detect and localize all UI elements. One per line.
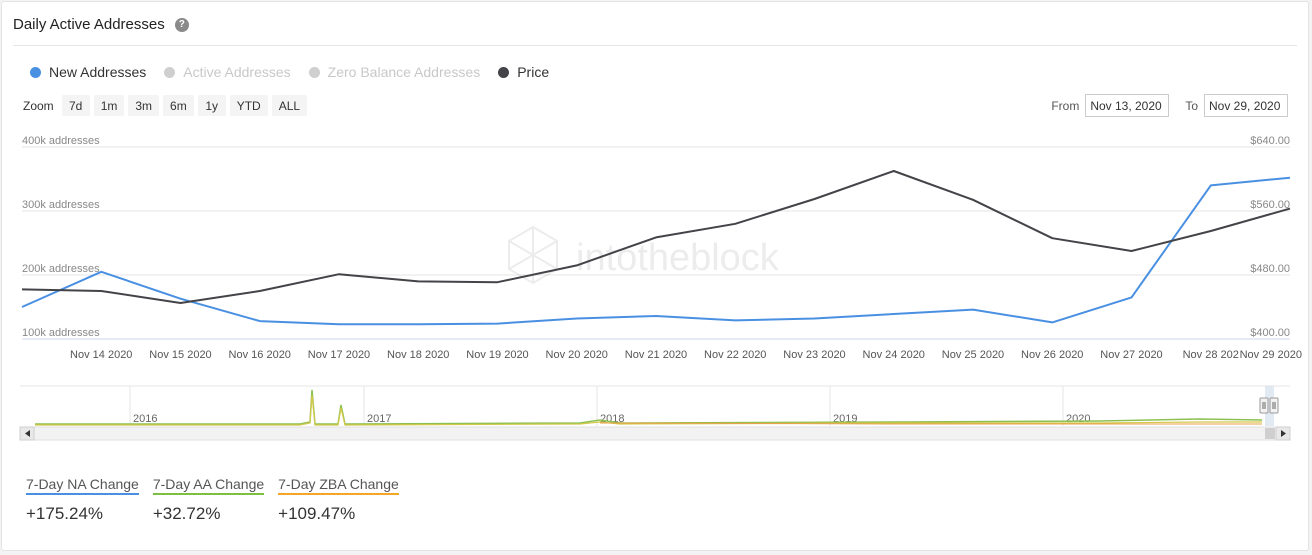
legend-dot-zero-balance-addresses <box>308 66 320 78</box>
x-tick-label: Nov 22 2020 <box>704 349 766 361</box>
series-line-price[interactable] <box>21 170 1291 304</box>
legend-item-new-addresses[interactable]: New Addresses <box>30 64 146 80</box>
y-left-tick-label: 400k addresses <box>22 135 100 147</box>
scroll-left-button[interactable] <box>19 426 35 441</box>
watermark: intotheblock <box>508 225 780 285</box>
x-tick-label: Nov 26 2020 <box>1021 349 1083 361</box>
x-tick-label: Nov 24 2020 <box>863 349 925 361</box>
x-tick-label: Nov 19 2020 <box>466 349 528 361</box>
navigator-handle-right[interactable] <box>1269 397 1279 414</box>
legend-label-price: Price <box>517 64 550 80</box>
legend-dot-price <box>498 66 510 78</box>
x-tick-label: Nov 29 2020 <box>1240 349 1302 361</box>
x-tick-label: Nov 21 2020 <box>625 349 687 361</box>
x-tick-label: Nov 28 202 <box>1183 349 1239 361</box>
card-header: Daily Active Addresses ? <box>13 16 189 33</box>
kpi-zba-value: +109.47% <box>278 504 356 523</box>
x-tick-label: Nov 15 2020 <box>149 349 211 361</box>
legend-label-zero-balance-addresses: Zero Balance Addresses <box>327 64 481 80</box>
navigator-year-label: 2020 <box>1066 413 1090 425</box>
y-right-tick-label: $640.00 <box>1250 135 1290 147</box>
series-layer <box>21 170 1291 326</box>
scrollbar-track <box>19 426 1291 441</box>
y-left-tick-label: 100k addresses <box>22 327 100 339</box>
to-label: To <box>1185 98 1198 113</box>
navigator-series-orange <box>599 422 1262 425</box>
navigator-year-label: 2017 <box>367 413 391 425</box>
zoom-button-ytd[interactable]: YTD <box>229 95 268 116</box>
y-left-tick-label: 300k addresses <box>22 199 100 211</box>
navigator-handle-left[interactable] <box>1259 397 1269 414</box>
kpi-zba-label[interactable]: 7-Day ZBA Change <box>278 476 399 495</box>
kpi-na-change: 7-Day NA Change +175.24% <box>26 476 139 524</box>
from-label: From <box>1051 98 1080 113</box>
zoom-button-7d[interactable]: 7d <box>61 95 90 116</box>
legend-item-zero-balance-addresses[interactable]: Zero Balance Addresses <box>308 64 481 80</box>
x-tick-label: Nov 27 2020 <box>1100 349 1162 361</box>
watermark-logo-icon <box>508 225 558 285</box>
arrow-left-icon <box>25 430 30 437</box>
kpi-aa-change: 7-Day AA Change +32.72% <box>152 476 265 524</box>
y-right-tick-label: $480.00 <box>1250 263 1290 275</box>
series-line-new-addresses[interactable] <box>21 176 1291 326</box>
y-right-tick-label: $400.00 <box>1250 327 1290 339</box>
legend-label-active-addresses: Active Addresses <box>183 64 291 80</box>
x-tick-label: Nov 18 2020 <box>387 349 449 361</box>
zoom-button-all[interactable]: ALL <box>271 95 308 116</box>
x-tick-label: Nov 17 2020 <box>308 349 370 361</box>
scroll-right-button[interactable] <box>1275 426 1291 441</box>
navigator-series-yellow <box>35 394 1262 426</box>
x-tick-label: Nov 25 2020 <box>942 349 1004 361</box>
page-title: Daily Active Addresses <box>13 16 165 33</box>
kpi-row: 7-Day NA Change +175.24% 7-Day AA Change… <box>26 476 399 524</box>
date-range: From To <box>1051 94 1288 117</box>
kpi-na-value: +175.24% <box>26 504 104 523</box>
navigator-scrollbar[interactable] <box>19 426 1291 441</box>
kpi-zba-change: 7-Day ZBA Change +109.47% <box>278 476 399 524</box>
legend-dot-new-addresses <box>30 66 41 78</box>
arrow-right-icon <box>1281 430 1286 437</box>
axis-layer: 100k addresses 200k addresses 300k address… <box>22 135 1302 361</box>
navigator[interactable]: 2016 2017 2018 2019 2020 <box>20 385 1290 426</box>
watermark-text: intotheblock <box>576 237 780 279</box>
navigator-year-label: 2016 <box>133 413 157 425</box>
x-tick-label: Nov 20 2020 <box>546 349 608 361</box>
zoom-label: Zoom <box>23 98 54 113</box>
zoom-button-6m[interactable]: 6m <box>163 95 194 116</box>
legend-dot-active-addresses <box>164 66 176 78</box>
legend-item-active-addresses[interactable]: Active Addresses <box>164 64 291 80</box>
y-left-tick-label: 200k addresses <box>22 263 100 275</box>
zoom-button-1m[interactable]: 1m <box>93 95 125 116</box>
kpi-aa-label[interactable]: 7-Day AA Change <box>152 476 265 495</box>
zoom-button-3m[interactable]: 3m <box>128 95 160 116</box>
kpi-aa-value: +32.72% <box>152 504 221 523</box>
x-tick-label: Nov 16 2020 <box>229 349 291 361</box>
x-tick-label: Nov 14 2020 <box>70 349 132 361</box>
legend-item-price[interactable]: Price <box>498 64 549 80</box>
kpi-na-label[interactable]: 7-Day NA Change <box>26 476 139 495</box>
y-right-tick-label: $560.00 <box>1250 199 1290 211</box>
zoom-controls: Zoom 7d 1m 3m 6m 1y YTD ALL <box>23 95 308 116</box>
from-date-input[interactable] <box>1085 94 1170 117</box>
legend-label-new-addresses: New Addresses <box>49 64 147 80</box>
zoom-button-1y[interactable]: 1y <box>197 95 226 116</box>
help-icon[interactable]: ? <box>174 17 189 32</box>
scrollbar-thumb <box>1265 428 1275 439</box>
header-divider <box>13 45 1297 46</box>
grid-layer <box>22 146 1290 340</box>
chart-legend: New Addresses Active Addresses Zero Bala… <box>30 64 549 80</box>
to-date-input[interactable] <box>1204 94 1288 117</box>
x-tick-label: Nov 23 2020 <box>783 349 845 361</box>
